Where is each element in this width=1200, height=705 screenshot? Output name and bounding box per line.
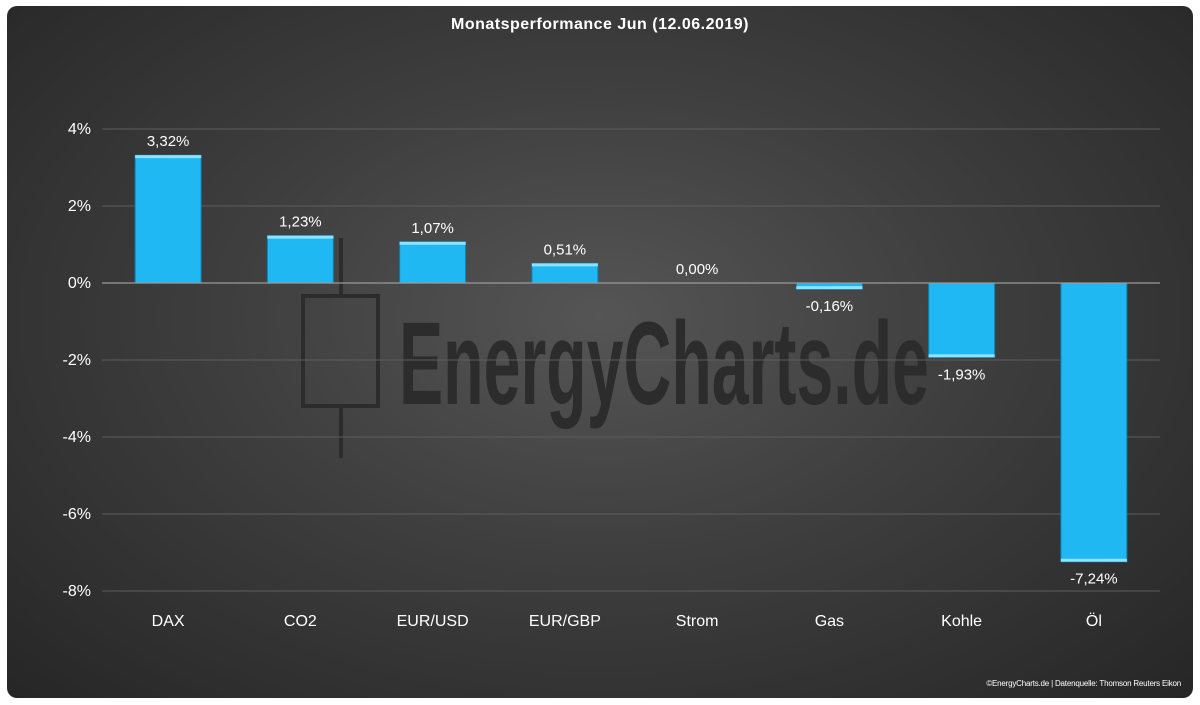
y-tick-label: 0% [68,275,91,292]
data-label: 3,32% [147,133,190,150]
x-tick-label: CO2 [284,613,317,630]
x-tick-label: Gas [815,613,844,630]
source-note: ©EnergyCharts.de | Datenquelle: Thomson … [986,679,1181,688]
data-label: -7,24% [1070,571,1118,588]
chart-card: Monatsperformance Jun (12.06.2019) Energ… [7,6,1193,698]
data-label: 0,51% [544,241,587,258]
x-tick-label: EUR/GBP [529,613,601,630]
chart-title: Monatsperformance Jun (12.06.2019) [451,16,749,33]
y-tick-label: -2% [63,352,91,369]
x-axis: DAX CO2 EUR/USD EUR/GBP Strom Gas Kohle Öl [152,612,1102,630]
bar-highlight [1060,558,1127,562]
x-tick-label: Kohle [941,613,982,630]
bar-highlight [399,241,466,245]
watermark-text: EnergyCharts.de [399,298,929,430]
y-tick-label: 4% [68,121,91,138]
bar [928,282,996,358]
data-label: -1,93% [938,366,986,383]
y-tick-label: 2% [68,198,91,215]
data-label: 1,23% [279,214,322,231]
bars: 3,32% 1,23% 1,07% 0,51% 0,00% -0,16% -1,93% -7,… [134,133,1128,588]
x-tick-label: EUR/USD [397,613,469,630]
data-label: 1,07% [411,220,454,237]
bar-chart: EnergyCharts.de 4% 2% 0% -2% -4% -6% -8% 3,32%… [63,121,1160,630]
bar-highlight [135,155,202,159]
x-tick-label: DAX [152,613,185,630]
x-tick-label: Strom [676,613,719,630]
data-label: -0,16% [806,298,854,315]
bar [134,154,202,284]
bar [266,235,334,284]
bar-highlight [531,263,598,267]
bar-highlight [796,286,863,290]
x-tick-label: Öl [1086,612,1102,630]
data-label: 0,00% [676,261,719,278]
bar [1060,282,1128,563]
y-tick-label: -4% [63,429,91,446]
grid-lines [102,128,1160,592]
bar-highlight [267,235,334,239]
y-tick-label: -6% [63,506,91,523]
y-tick-label: -8% [63,583,91,600]
bar-highlight [928,354,995,358]
watermark-logo: EnergyCharts.de [301,238,929,458]
bar [399,241,467,284]
y-axis: 4% 2% 0% -2% -4% -6% -8% [63,121,91,600]
